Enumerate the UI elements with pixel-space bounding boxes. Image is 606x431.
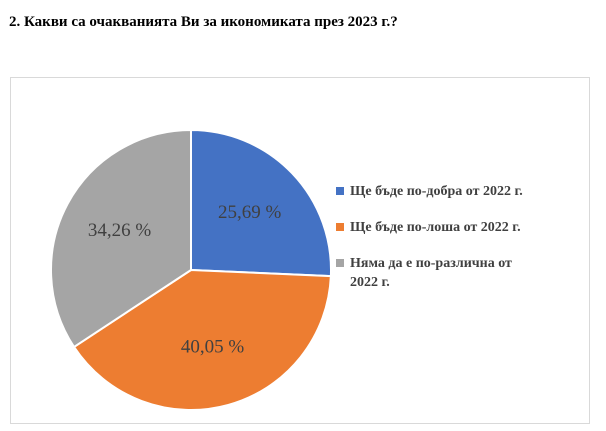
legend-item-no-different: Няма да е по-различна от 2022 г. <box>336 254 566 292</box>
pie-data-labels: 25,69 % 40,05 % 34,26 % <box>88 202 282 357</box>
pie-slice-better <box>190 128 332 278</box>
legend-swatch-better <box>336 187 344 195</box>
data-label-worse: 40,05 % <box>181 337 245 358</box>
legend-label-no-different: Няма да е по-различна от 2022 г. <box>350 256 512 290</box>
legend: Ще бъде по-добра от 2022 г. Ще бъде по-л… <box>336 182 566 309</box>
legend-item-better: Ще бъде по-добра от 2022 г. <box>336 182 566 201</box>
legend-swatch-no-different <box>336 259 344 267</box>
data-label-better: 25,69 % <box>218 202 282 223</box>
legend-item-worse: Ще бъде по-лоша от 2022 г. <box>336 218 566 237</box>
pie-slices <box>50 128 332 411</box>
legend-label-better: Ще бъде по-добра от 2022 г. <box>350 184 523 199</box>
pie-slice-no-different <box>50 128 192 349</box>
legend-label-worse: Ще бъде по-лоша от 2022 г. <box>350 220 521 235</box>
data-label-no-different: 34,26 % <box>88 220 152 241</box>
legend-swatch-worse <box>336 223 344 231</box>
chart-heading: 2. Какви са очакванията Ви за икономикат… <box>9 14 398 30</box>
